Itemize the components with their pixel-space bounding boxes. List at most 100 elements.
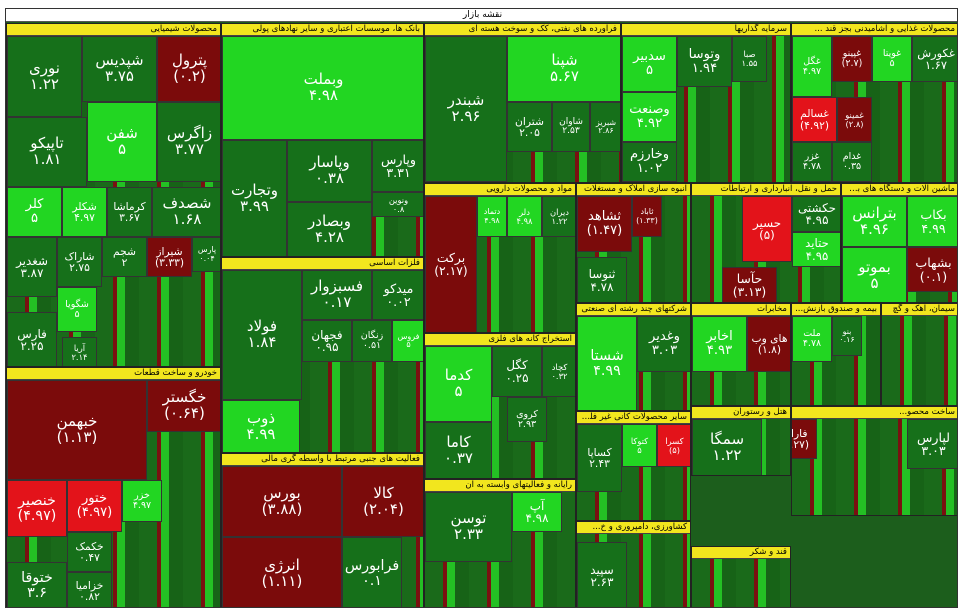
stock-tile[interactable]: بکاب ۴.۹۹ bbox=[907, 196, 957, 247]
stock-tile[interactable]: غمینو (۲.۸) bbox=[837, 97, 872, 142]
stock-tile[interactable]: صبا ۱.۵۵ bbox=[732, 36, 767, 82]
stock-tile[interactable]: دلر ۴.۹۸ bbox=[507, 196, 542, 237]
stock-tile[interactable]: آپ ۴.۹۸ bbox=[512, 492, 562, 532]
stock-tile[interactable]: ذوب ۴.۹۹ bbox=[222, 400, 300, 452]
stock-tile[interactable]: فسبزوار ۰.۱۷ bbox=[302, 270, 372, 320]
stock-tile[interactable]: کسرا (۵) bbox=[657, 424, 690, 467]
stock-tile[interactable]: زاگرس ۳.۷۷ bbox=[157, 102, 220, 182]
stock-tile[interactable]: کاما ۰.۳۷ bbox=[425, 422, 492, 478]
stock-tile[interactable]: زنگان ۰.۵۱ bbox=[352, 320, 392, 362]
stock-tile[interactable]: برکت (۲.۱۷) bbox=[425, 196, 477, 332]
stock-tile[interactable]: ثشاهد (۱.۴۷) bbox=[577, 196, 632, 252]
stock-tile[interactable]: های وب (۱.۸) bbox=[747, 316, 790, 372]
stock-tile[interactable]: خزر ۴.۹۷ bbox=[122, 480, 162, 522]
stock-tile[interactable]: حسیر (۵) bbox=[742, 196, 792, 262]
stock-tile[interactable]: شغدیر ۳.۸۷ bbox=[7, 237, 57, 297]
stock-tile[interactable]: شاراک ۲.۷۵ bbox=[57, 237, 102, 287]
stock-tile[interactable]: وپاسار ۰.۳۸ bbox=[287, 140, 372, 202]
stock-tile[interactable]: غکورش ۱.۶۷ bbox=[912, 36, 957, 82]
stock-tile[interactable]: سدبیر ۵ bbox=[622, 36, 677, 92]
stock-tile[interactable]: نوری ۱.۲۲ bbox=[7, 36, 82, 117]
stock-tile[interactable]: کچاد ۰.۳۲ bbox=[542, 346, 575, 397]
stock-symbol: ثشاهد bbox=[587, 209, 622, 225]
stock-tile[interactable]: فاراک(۱.۲۷) bbox=[792, 419, 817, 459]
stock-tile[interactable]: وخارزم ۱.۰۲ bbox=[622, 142, 677, 182]
stock-tile[interactable]: شکلر ۴.۹۷ bbox=[62, 187, 107, 237]
stock-tile[interactable]: کساپا ۲.۴۳ bbox=[577, 424, 622, 492]
stock-tile[interactable]: میدکو ۰.۰۲ bbox=[372, 270, 423, 320]
stock-tile[interactable]: اخابر ۴.۹۳ bbox=[692, 316, 747, 372]
stock-tile[interactable]: بورس (۳.۸۸) bbox=[222, 466, 342, 537]
stock-tile[interactable]: فرابورس ۰.۱ bbox=[342, 537, 402, 607]
stock-tile[interactable]: فروس ۵ bbox=[392, 320, 423, 362]
stock-tile[interactable]: ثنوسا ۴.۷۸ bbox=[577, 257, 627, 302]
stock-tile[interactable]: شستا ۴.۹۹ bbox=[577, 316, 637, 410]
stock-tile[interactable]: کلر ۵ bbox=[7, 187, 62, 237]
sector-header: سایر محصولات کانی غیر فلزی bbox=[577, 412, 690, 424]
stock-tile[interactable]: شبریز ۲.۸۶ bbox=[590, 102, 620, 152]
stock-tile[interactable]: غسالم (۴.۹۲) bbox=[792, 97, 837, 142]
stock-tile[interactable]: شپنا ۵.۶۷ bbox=[507, 36, 620, 102]
stock-tile[interactable]: توسن ۲.۳۳ bbox=[425, 492, 512, 562]
stock-tile[interactable]: وپارس ۳.۳۱ bbox=[372, 140, 423, 192]
stock-change: ۲.۵۳ bbox=[562, 126, 580, 136]
stock-tile[interactable]: ختوقا ۳.۶ bbox=[7, 562, 67, 607]
stock-tile[interactable]: خگستر (۰.۶۴) bbox=[147, 380, 220, 432]
stock-tile[interactable]: سمگا ۱.۲۲ bbox=[692, 419, 762, 475]
stock-tile[interactable]: بشهاب (۰.۱) bbox=[907, 247, 957, 292]
stock-tile[interactable]: حآسا (۳.۱۳) bbox=[722, 267, 777, 302]
stock-tile[interactable]: بترانس ۴.۹۶ bbox=[842, 196, 907, 247]
stock-tile[interactable]: ملت ۴.۷۸ bbox=[792, 316, 832, 362]
stock-tile[interactable]: فجهان ۰.۹۵ bbox=[302, 320, 352, 362]
stock-tile[interactable]: وتوسا ۱.۹۴ bbox=[677, 36, 732, 87]
stock-tile[interactable]: کتوکا ۵ bbox=[622, 424, 657, 467]
stock-tile[interactable]: شفن ۵ bbox=[87, 102, 157, 182]
stock-tile[interactable]: کروی ۲.۹۳ bbox=[507, 397, 547, 442]
stock-tile[interactable]: شبندر ۲.۹۶ bbox=[425, 36, 507, 182]
stock-tile[interactable]: بموتو ۵ bbox=[842, 247, 907, 302]
stock-tile[interactable]: خنصیر (۴.۹۷) bbox=[7, 480, 67, 537]
stock-tile[interactable]: خبهمن (۱.۱۳) bbox=[7, 380, 147, 480]
stock-tile[interactable]: شجم ۲ bbox=[102, 237, 147, 277]
stock-tile[interactable]: وبصادر ۴.۲۸ bbox=[287, 202, 372, 256]
stock-tile[interactable]: وغدیر ۳.۰۳ bbox=[637, 316, 690, 372]
stock-tile[interactable]: غدام ۰.۳۵ bbox=[832, 142, 872, 182]
stock-tile[interactable]: کدما ۵ bbox=[425, 346, 492, 422]
stock-tile[interactable]: شاوان ۲.۵۳ bbox=[552, 102, 590, 152]
stock-tile[interactable]: شیراز (۳.۳۳) bbox=[147, 237, 192, 277]
stock-tile[interactable]: شپدیس ۳.۷۵ bbox=[82, 36, 157, 102]
stock-tile[interactable]: فولاد ۱.۸۴ bbox=[222, 270, 302, 400]
stock-tile[interactable]: سپید ۲.۶۳ bbox=[577, 542, 627, 607]
stock-tile[interactable]: ونوین ۰.۸ bbox=[372, 192, 423, 217]
stock-tile[interactable]: خکمک ۰.۴۷ bbox=[67, 532, 112, 572]
stock-tile[interactable]: لپارس ۳.۰۳ bbox=[907, 419, 957, 469]
stock-tile[interactable]: ختور (۴.۹۷) bbox=[67, 480, 122, 532]
stock-tile[interactable]: حکشتی ۴.۹۵ bbox=[792, 196, 840, 232]
sector: خودرو و ساخت قطعات خبهمن (۱.۱۳) خگستر (۰.۶۴)… bbox=[6, 367, 221, 607]
stock-tile[interactable]: خزامیا ۰.۸۲ bbox=[67, 572, 112, 607]
stock-tile[interactable]: ثاباد (۱.۳۳) bbox=[632, 196, 662, 237]
stock-tile[interactable]: آریا ۲.۱۴ bbox=[62, 337, 97, 366]
stock-tile[interactable]: پارس ۰.۰۴ bbox=[192, 237, 220, 272]
stock-tile[interactable]: کگل ۰.۲۵ bbox=[492, 346, 542, 397]
stock-tile[interactable]: غویتا ۵ bbox=[872, 36, 912, 82]
stock-tile[interactable]: غگل ۴.۹۷ bbox=[792, 36, 832, 97]
stock-tile[interactable]: وتجارت ۳.۹۹ bbox=[222, 140, 287, 256]
stock-tile[interactable]: کالا (۲.۰۴) bbox=[342, 466, 423, 537]
stock-tile[interactable]: دیران ۱.۲۲ bbox=[542, 196, 575, 237]
stock-tile[interactable]: غپینو (۲.۷) bbox=[832, 36, 872, 82]
stock-tile[interactable]: کرماشا ۳.۶۷ bbox=[107, 187, 152, 237]
stock-tile[interactable]: وبملت ۴.۹۸ bbox=[222, 36, 423, 140]
stock-tile[interactable]: حتاید ۴.۹۵ bbox=[792, 232, 840, 267]
stock-tile[interactable]: غزر ۴.۷۸ bbox=[792, 142, 832, 182]
stock-tile[interactable]: پترول (۰.۲) bbox=[157, 36, 220, 102]
stock-tile[interactable]: شتران ۲.۰۵ bbox=[507, 102, 552, 152]
stock-tile[interactable]: انرژی (۱.۱۱) bbox=[222, 537, 342, 607]
stock-tile[interactable]: وصنعت ۴.۹۲ bbox=[622, 92, 677, 142]
stock-tile[interactable]: شگویا ۵ bbox=[57, 287, 97, 332]
stock-tile[interactable]: بنو ۰.۱۶ bbox=[832, 316, 862, 356]
stock-tile[interactable]: فارس ۲.۲۵ bbox=[7, 312, 57, 366]
stock-tile[interactable]: دتماد ۴.۹۸ bbox=[477, 196, 507, 237]
stock-tile[interactable]: تاپیکو ۱.۸۱ bbox=[7, 117, 87, 187]
stock-tile[interactable]: شصدف ۱.۶۸ bbox=[152, 187, 220, 237]
